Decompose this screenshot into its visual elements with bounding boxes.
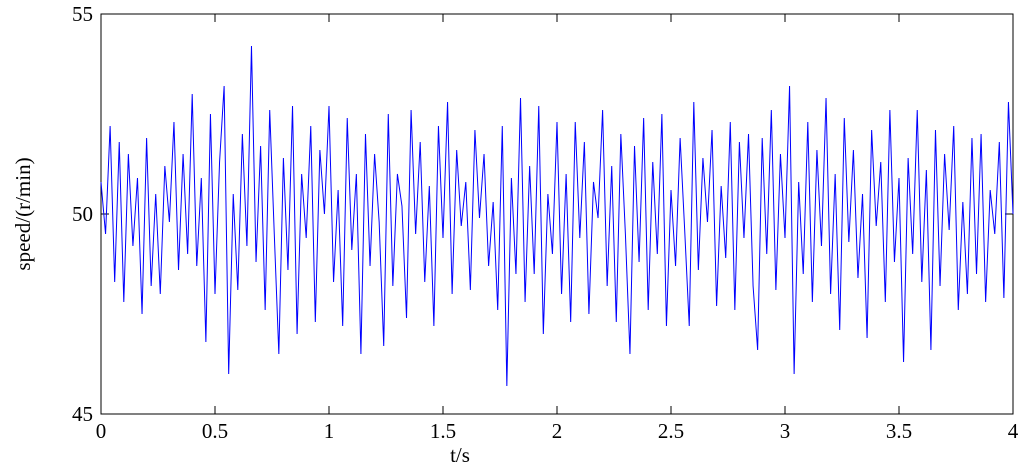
y-axis-label: speed/(r/min) [11,157,35,270]
x-tick-label: 2.5 [658,419,684,443]
y-tick-label: 50 [72,202,93,226]
speed-line [100,45,1014,387]
x-tick-label: 2 [552,419,563,443]
x-axis-label: t/s [450,443,470,467]
y-tick-label: 55 [72,2,93,26]
plot-frame [100,13,1014,415]
x-tick-label: 0.5 [202,419,228,443]
y-tick-label: 45 [72,402,93,426]
x-tick-label: 3.5 [886,419,912,443]
x-tick-label: 1 [324,419,335,443]
x-tick-label: 0 [96,419,107,443]
x-tick-label: 1.5 [430,419,456,443]
x-tick-label: 4 [1008,419,1019,443]
x-tick-label: 3 [780,419,791,443]
